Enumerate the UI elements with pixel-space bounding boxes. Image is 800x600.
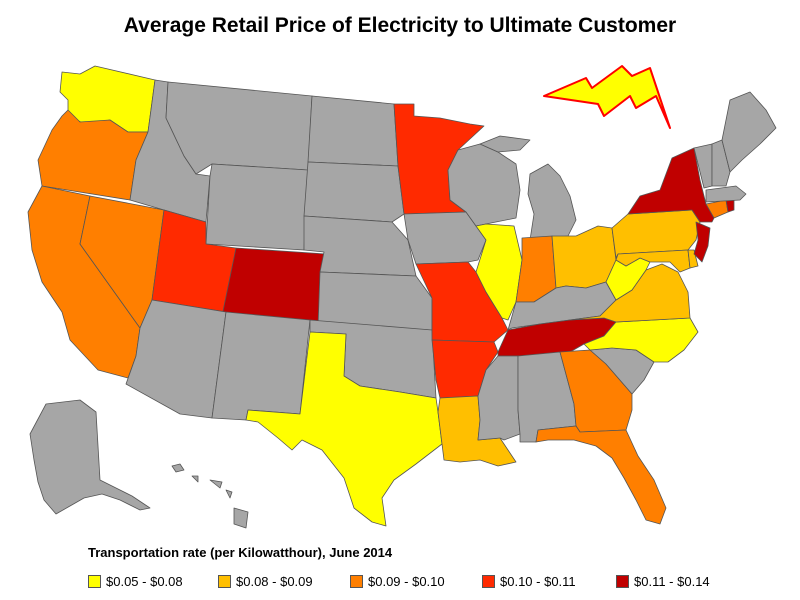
legend-swatch — [218, 574, 231, 588]
legend-item: $0.09 - $0.10 — [350, 573, 445, 589]
legend-label: $0.11 - $0.14 — [634, 573, 710, 589]
legend-swatch — [350, 574, 363, 588]
state-hi — [171, 463, 249, 529]
state-fl — [535, 425, 667, 525]
state-nc — [583, 317, 699, 363]
lightning-bolt-icon — [543, 65, 671, 129]
legend-swatch — [88, 574, 101, 588]
state-de — [687, 249, 699, 269]
state-co — [221, 247, 327, 325]
legend-item: $0.05 - $0.08 — [88, 573, 183, 589]
state-nj — [693, 221, 711, 263]
state-mt — [165, 81, 313, 175]
state-ks — [317, 271, 433, 331]
state-mo — [415, 261, 509, 343]
state-ma — [705, 185, 747, 203]
state-mi — [479, 135, 577, 241]
legend-label: $0.08 - $0.09 — [236, 573, 313, 589]
legend-title: Transportation rate (per Kilowatthour), … — [88, 545, 393, 560]
legend-label: $0.10 - $0.11 — [500, 573, 576, 589]
state-nm — [211, 311, 311, 421]
state-ms — [477, 355, 521, 441]
map-title: Average Retail Price of Electricity to U… — [123, 14, 677, 37]
state-nh — [711, 139, 731, 187]
state-sd — [303, 161, 405, 223]
legend-swatch — [616, 574, 629, 588]
state-me — [721, 91, 777, 173]
state-il — [475, 223, 523, 321]
state-ny — [627, 147, 719, 223]
legend-swatch — [482, 574, 495, 588]
legend-item: $0.10 - $0.11 — [482, 573, 576, 589]
state-nd — [307, 95, 399, 167]
state-va — [569, 263, 691, 323]
state-ne — [303, 215, 417, 277]
legend-label: $0.09 - $0.10 — [368, 573, 445, 589]
state-tx — [245, 331, 443, 527]
legend-label: $0.05 - $0.08 — [106, 573, 183, 589]
legend: $0.05 - $0.08 $0.08 - $0.09 $0.09 - $0.1… — [88, 573, 788, 593]
legend-item: $0.08 - $0.09 — [218, 573, 313, 589]
state-wi — [447, 143, 521, 227]
state-ak — [29, 399, 151, 515]
state-wy — [205, 163, 309, 251]
legend-item: $0.11 - $0.14 — [616, 573, 710, 589]
